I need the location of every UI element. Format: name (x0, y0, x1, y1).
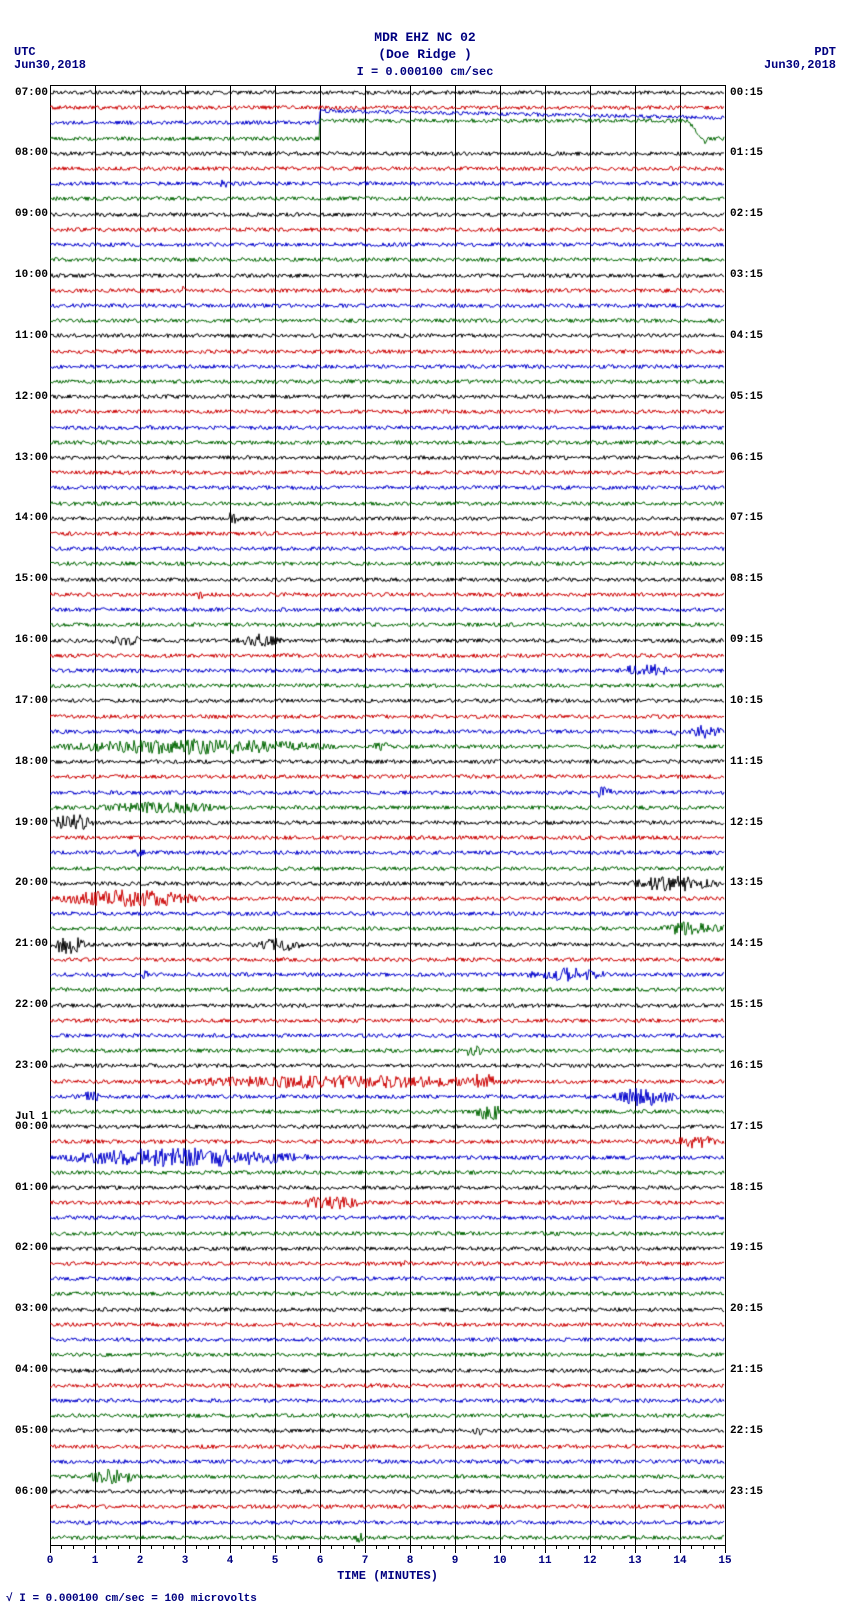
pdt-hour-label: 02:15 (730, 208, 763, 220)
x-tick-label: 12 (583, 1555, 596, 1567)
pdt-hour-label: 04:15 (730, 330, 763, 342)
footer-scale: √ I = 0.000100 cm/sec = 100 microvolts (6, 1593, 257, 1605)
pdt-hour-label: 08:15 (730, 573, 763, 585)
pdt-hour-label: 14:15 (730, 938, 763, 950)
pdt-hour-label: 00:15 (730, 87, 763, 99)
utc-hour-label: 10:00 (15, 269, 48, 281)
utc-hour-label: 08:00 (15, 147, 48, 159)
pdt-hour-label: 20:15 (730, 1303, 763, 1315)
utc-hour-label: 04:00 (15, 1364, 48, 1376)
utc-hour-label: 16:00 (15, 634, 48, 646)
utc-hour-label: 23:00 (15, 1060, 48, 1072)
pdt-hour-label: 18:15 (730, 1182, 763, 1194)
station-code: MDR EHZ NC 02 (0, 30, 850, 45)
x-tick-label: 1 (92, 1555, 99, 1567)
pdt-hour-label: 09:15 (730, 634, 763, 646)
pdt-hour-label: 21:15 (730, 1364, 763, 1376)
utc-hour-label: 20:00 (15, 877, 48, 889)
utc-hour-label: 19:00 (15, 817, 48, 829)
pdt-hour-label: 07:15 (730, 512, 763, 524)
utc-hour-label: 22:00 (15, 999, 48, 1011)
pdt-hour-label: 12:15 (730, 817, 763, 829)
pdt-hour-label: 19:15 (730, 1242, 763, 1254)
pdt-hour-label: 13:15 (730, 877, 763, 889)
utc-hour-label: 18:00 (15, 756, 48, 768)
pdt-hour-label: 01:15 (730, 147, 763, 159)
utc-hour-label: 06:00 (15, 1486, 48, 1498)
pdt-hour-label: 11:15 (730, 756, 763, 768)
pdt-hour-label: 17:15 (730, 1121, 763, 1133)
utc-hour-label: 17:00 (15, 695, 48, 707)
pdt-hour-label: 10:15 (730, 695, 763, 707)
utc-hour-label: 00:00 (15, 1121, 48, 1133)
x-tick-label: 7 (362, 1555, 369, 1567)
utc-hour-label: 21:00 (15, 938, 48, 950)
utc-hour-label: 09:00 (15, 208, 48, 220)
utc-hour-label: 03:00 (15, 1303, 48, 1315)
utc-hour-label: 11:00 (15, 330, 48, 342)
x-tick-label: 0 (47, 1555, 54, 1567)
utc-hour-label: 12:00 (15, 391, 48, 403)
helicorder-page: MDR EHZ NC 02 (Doe Ridge ) I = 0.000100 … (0, 0, 850, 1613)
helicorder-plot (50, 85, 725, 1545)
x-tick-label: 5 (272, 1555, 279, 1567)
header: MDR EHZ NC 02 (Doe Ridge ) (0, 30, 850, 62)
footer-prefix-icon: √ (6, 1593, 13, 1605)
x-tick-label: 4 (227, 1555, 234, 1567)
utc-hour-label: 13:00 (15, 452, 48, 464)
pdt-hour-label: 03:15 (730, 269, 763, 281)
utc-hour-label: 15:00 (15, 573, 48, 585)
x-tick-label: 6 (317, 1555, 324, 1567)
x-tick-label: 3 (182, 1555, 189, 1567)
pdt-hour-label: 15:15 (730, 999, 763, 1011)
utc-hour-label: 02:00 (15, 1242, 48, 1254)
pdt-hour-label: 22:15 (730, 1425, 763, 1437)
x-tick-label: 14 (673, 1555, 686, 1567)
timezone-right: PDT (814, 45, 836, 59)
utc-hour-label: 05:00 (15, 1425, 48, 1437)
footer-bar-icon: I (19, 1593, 26, 1605)
utc-hour-label: 01:00 (15, 1182, 48, 1194)
pdt-hour-label: 06:15 (730, 452, 763, 464)
seismogram-trace (50, 1510, 725, 1565)
x-tick-label: 8 (407, 1555, 414, 1567)
pdt-hour-label: 05:15 (730, 391, 763, 403)
footer-text: = 0.000100 cm/sec = 100 microvolts (32, 1593, 256, 1605)
x-tick-label: 13 (628, 1555, 641, 1567)
x-tick-label: 10 (493, 1555, 506, 1567)
x-tick-label: 15 (718, 1555, 731, 1567)
timezone-left: UTC (14, 45, 36, 59)
date-right: Jun30,2018 (764, 58, 836, 72)
x-axis-label: TIME (MINUTES) (337, 1569, 438, 1583)
pdt-hour-label: 16:15 (730, 1060, 763, 1072)
x-tick-label: 11 (538, 1555, 551, 1567)
station-name: (Doe Ridge ) (0, 47, 850, 62)
x-tick-label: 2 (137, 1555, 144, 1567)
x-tick-label: 9 (452, 1555, 459, 1567)
utc-hour-label: 07:00 (15, 87, 48, 99)
pdt-hour-label: 23:15 (730, 1486, 763, 1498)
utc-hour-label: 14:00 (15, 512, 48, 524)
